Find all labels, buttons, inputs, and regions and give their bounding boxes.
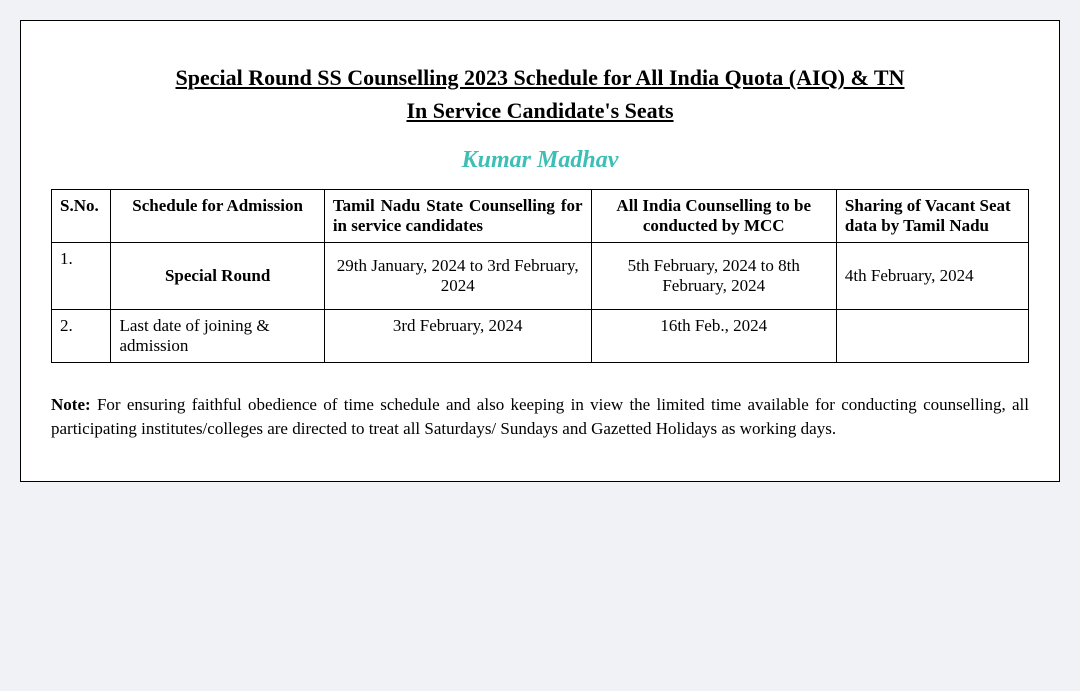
header-schedule: Schedule for Admission xyxy=(111,190,324,243)
schedule-table: S.No. Schedule for Admission Tamil Nadu … xyxy=(51,189,1029,363)
cell-tn: 3rd February, 2024 xyxy=(324,310,591,363)
cell-mcc: 5th February, 2024 to 8th February, 2024 xyxy=(591,243,836,310)
header-tn: Tamil Nadu State Counselling for in serv… xyxy=(324,190,591,243)
page-title: Special Round SS Counselling 2023 Schedu… xyxy=(51,61,1029,127)
table-row: 1. Special Round 29th January, 2024 to 3… xyxy=(52,243,1029,310)
note-paragraph: Note: For ensuring faithful obedience of… xyxy=(51,393,1029,441)
document-page: Special Round SS Counselling 2023 Schedu… xyxy=(20,20,1060,482)
cell-sno: 1. xyxy=(52,243,111,310)
cell-sno: 2. xyxy=(52,310,111,363)
header-sno: S.No. xyxy=(52,190,111,243)
note-label: Note: xyxy=(51,395,91,414)
cell-share xyxy=(836,310,1028,363)
note-text: For ensuring faithful obedience of time … xyxy=(51,395,1029,438)
table-header-row: S.No. Schedule for Admission Tamil Nadu … xyxy=(52,190,1029,243)
header-mcc: All India Counselling to be conducted by… xyxy=(591,190,836,243)
title-line-2: In Service Candidate's Seats xyxy=(406,98,673,123)
cell-schedule: Last date of joining & admission xyxy=(111,310,324,363)
cell-tn: 29th January, 2024 to 3rd February, 2024 xyxy=(324,243,591,310)
cell-mcc: 16th Feb., 2024 xyxy=(591,310,836,363)
header-share: Sharing of Vacant Seat data by Tamil Nad… xyxy=(836,190,1028,243)
table-row: 2. Last date of joining & admission 3rd … xyxy=(52,310,1029,363)
cell-schedule: Special Round xyxy=(111,243,324,310)
watermark-text: Kumar Madhav xyxy=(51,147,1029,174)
cell-share: 4th February, 2024 xyxy=(836,243,1028,310)
title-line-1: Special Round SS Counselling 2023 Schedu… xyxy=(175,65,904,90)
